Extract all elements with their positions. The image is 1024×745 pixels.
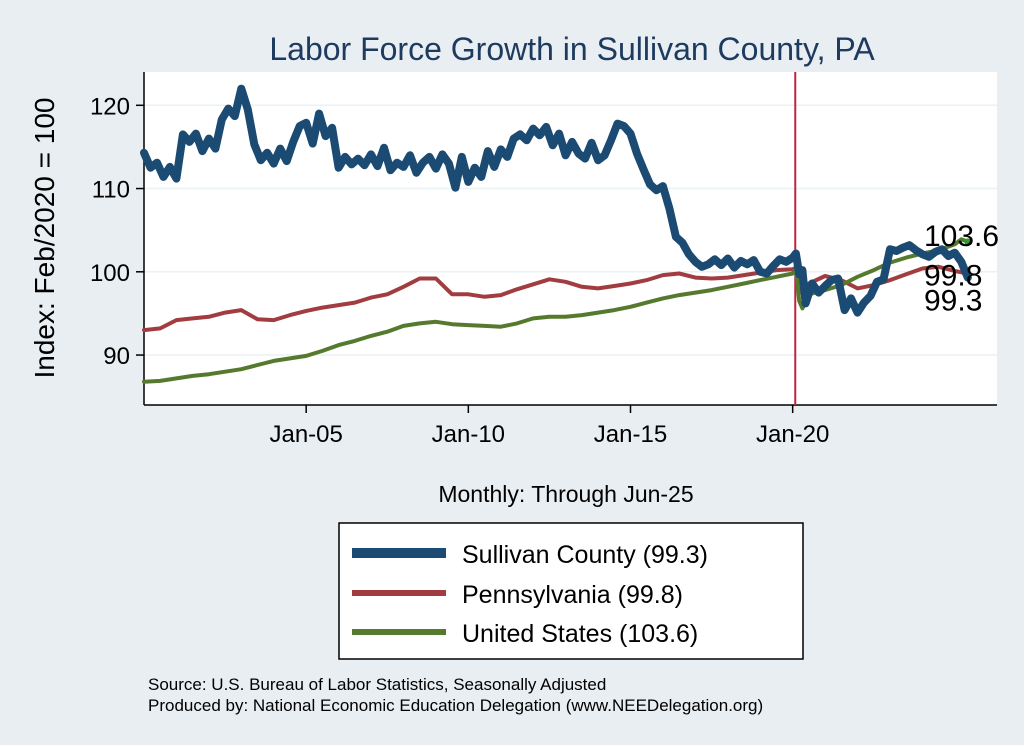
producer-note: Produced by: National Economic Education…: [148, 696, 763, 715]
plot-area: [144, 72, 997, 405]
end-label: 99.3: [924, 285, 982, 318]
x-tick-label: Jan-10: [432, 421, 505, 448]
y-tick-label: 110: [92, 177, 130, 204]
source-note: Source: U.S. Bureau of Labor Statistics,…: [148, 675, 606, 694]
series-line-0: [140, 84, 972, 317]
end-value-labels: 103.6 99.899.3: [924, 220, 999, 318]
gridlines: [144, 104, 997, 356]
legend-label: Sullivan County (99.3): [462, 541, 708, 569]
end-label: 99.8: [924, 259, 982, 292]
x-axis-title: Monthly: Through Jun-25: [438, 481, 693, 507]
end-label: 103.6: [924, 220, 999, 253]
us-end-marker: [964, 238, 972, 246]
series-lines: [140, 84, 972, 384]
x-tick-label: Jan-15: [594, 421, 667, 448]
y-axis-title: Index: Feb/2020 = 100: [29, 98, 60, 379]
y-tick-label: 100: [90, 260, 130, 287]
legend-label: Pennsylvania (99.8): [462, 581, 683, 609]
x-tick-label: Jan-20: [756, 421, 829, 448]
series-line-1: [142, 264, 970, 333]
legend: Sullivan County (99.3) Pennsylvania (99.8…: [352, 541, 708, 648]
chart-title: Labor Force Growth in Sullivan County, P…: [269, 31, 875, 67]
legend-label: United States (103.6): [462, 620, 698, 648]
y-tick-label: 120: [90, 93, 130, 120]
y-tick-label: 90: [103, 343, 130, 370]
x-tick-label: Jan-05: [269, 421, 342, 448]
y-axis: 90 100 110 120: [90, 72, 145, 405]
x-axis: Jan-05 Jan-10 Jan-15 Jan-20: [144, 404, 997, 448]
